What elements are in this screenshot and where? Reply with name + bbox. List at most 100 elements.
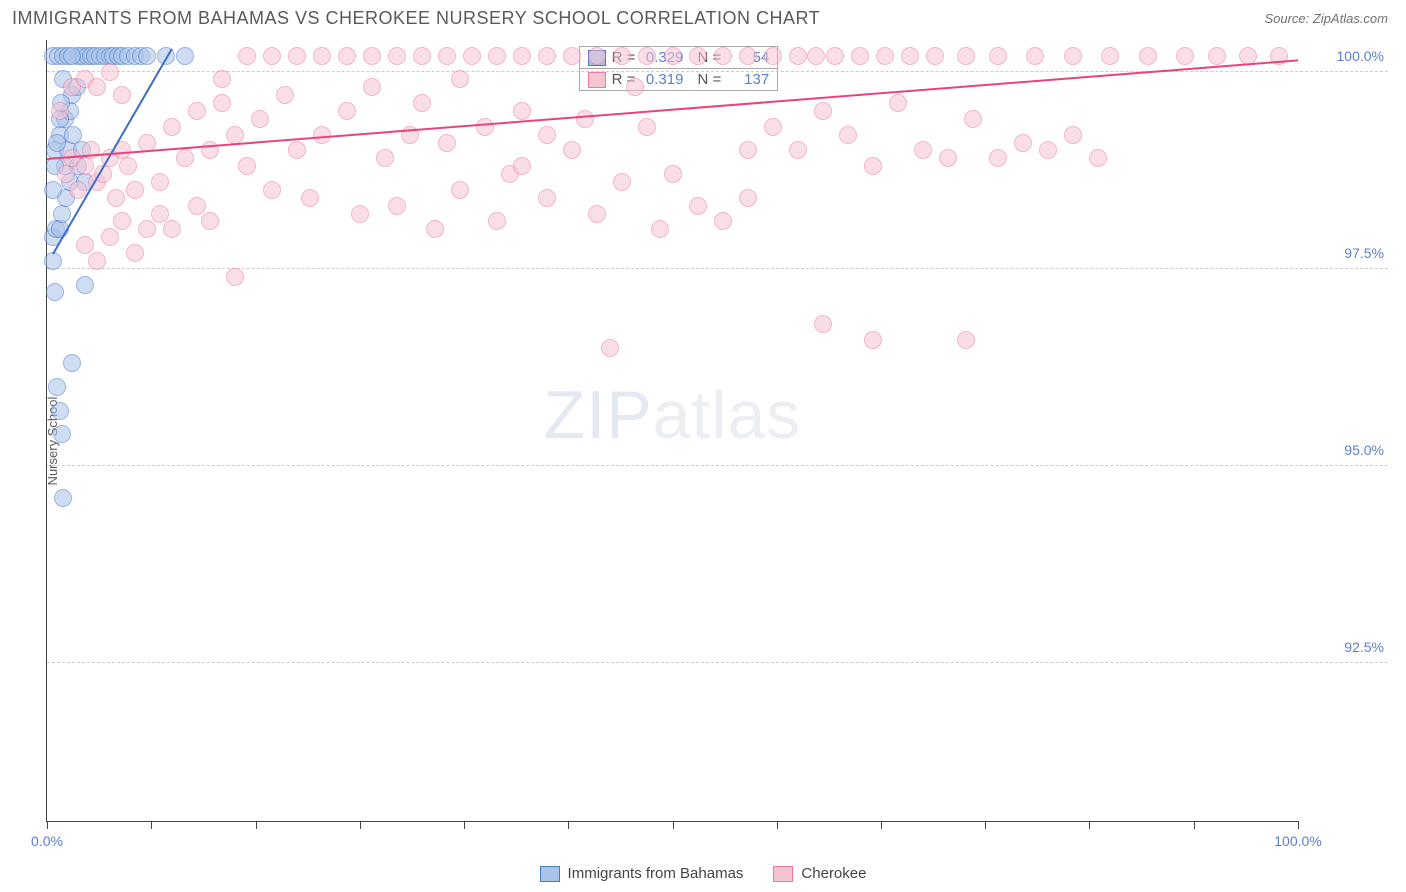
x-tick: [673, 821, 674, 829]
scatter-point: [426, 220, 444, 238]
scatter-point: [251, 110, 269, 128]
scatter-point: [201, 212, 219, 230]
x-tick: [360, 821, 361, 829]
scatter-point: [151, 173, 169, 191]
scatter-point: [126, 244, 144, 262]
scatter-point: [413, 47, 431, 65]
scatter-point: [613, 47, 631, 65]
scatter-point: [1208, 47, 1226, 65]
scatter-point: [989, 47, 1007, 65]
scatter-point: [957, 47, 975, 65]
scatter-point: [63, 354, 81, 372]
gridline-h: [47, 465, 1388, 466]
scatter-point: [1176, 47, 1194, 65]
y-tick-label: 97.5%: [1304, 245, 1384, 261]
scatter-point: [714, 47, 732, 65]
scatter-point: [601, 339, 619, 357]
legend-item: Immigrants from Bahamas: [540, 865, 744, 882]
scatter-point: [151, 205, 169, 223]
scatter-point: [51, 102, 69, 120]
scatter-point: [488, 47, 506, 65]
scatter-point: [351, 205, 369, 223]
scatter-point: [588, 205, 606, 223]
scatter-point: [44, 181, 62, 199]
scatter-point: [413, 94, 431, 112]
gridline-h: [47, 268, 1388, 269]
scatter-point: [689, 197, 707, 215]
scatter-point: [88, 252, 106, 270]
scatter-point: [313, 126, 331, 144]
x-tick: [881, 821, 882, 829]
scatter-point: [789, 47, 807, 65]
watermark-zip: ZIP: [544, 377, 653, 453]
watermark-atlas: atlas: [653, 377, 802, 453]
y-tick-label: 95.0%: [1304, 442, 1384, 458]
scatter-point: [288, 141, 306, 159]
scatter-point: [789, 141, 807, 159]
scatter-point: [107, 189, 125, 207]
scatter-point: [1139, 47, 1157, 65]
scatter-point: [876, 47, 894, 65]
scatter-point: [488, 212, 506, 230]
scatter-point: [338, 102, 356, 120]
n-value: 137: [727, 71, 769, 88]
scatter-point: [664, 47, 682, 65]
chart-header: IMMIGRANTS FROM BAHAMAS VS CHEROKEE NURS…: [0, 0, 1406, 33]
scatter-point: [826, 47, 844, 65]
scatter-point: [814, 315, 832, 333]
scatter-point: [53, 425, 71, 443]
legend-label: Immigrants from Bahamas: [568, 865, 744, 882]
scatter-point: [538, 189, 556, 207]
x-tick: [47, 821, 48, 829]
scatter-point: [964, 110, 982, 128]
scatter-point: [48, 134, 66, 152]
scatter-point: [739, 47, 757, 65]
scatter-point: [238, 47, 256, 65]
scatter-point: [901, 47, 919, 65]
legend-swatch: [773, 866, 793, 882]
scatter-point: [957, 331, 975, 349]
scatter-point: [46, 283, 64, 301]
scatter-point: [839, 126, 857, 144]
scatter-point: [363, 47, 381, 65]
scatter-point: [113, 212, 131, 230]
scatter-point: [313, 47, 331, 65]
x-tick: [568, 821, 569, 829]
scatter-point: [119, 157, 137, 175]
scatter-point: [213, 70, 231, 88]
scatter-point: [226, 126, 244, 144]
scatter-point: [814, 102, 832, 120]
scatter-point: [664, 165, 682, 183]
scatter-point: [438, 47, 456, 65]
scatter-point: [576, 110, 594, 128]
source-label: Source:: [1264, 11, 1312, 26]
scatter-point: [101, 63, 119, 81]
scatter-point: [76, 236, 94, 254]
gridline-h: [47, 662, 1388, 663]
scatter-point: [588, 47, 606, 65]
source-attribution: Source: ZipAtlas.com: [1264, 11, 1388, 26]
scatter-point: [1014, 134, 1032, 152]
scatter-point: [213, 94, 231, 112]
x-tick: [985, 821, 986, 829]
y-tick-label: 100.0%: [1304, 48, 1384, 64]
scatter-point: [388, 47, 406, 65]
x-tick-label: 0.0%: [31, 833, 63, 849]
scatter-point: [63, 47, 81, 65]
scatter-point: [88, 78, 106, 96]
scatter-point: [53, 205, 71, 223]
scatter-point: [513, 47, 531, 65]
scatter-point: [51, 402, 69, 420]
scatter-point: [226, 268, 244, 286]
scatter-point: [989, 149, 1007, 167]
legend-item: Cherokee: [773, 865, 866, 882]
scatter-point: [764, 47, 782, 65]
source-link[interactable]: ZipAtlas.com: [1313, 11, 1388, 26]
scatter-point: [188, 197, 206, 215]
scatter-point: [263, 47, 281, 65]
scatter-point: [563, 141, 581, 159]
watermark: ZIPatlas: [544, 376, 801, 454]
scatter-point: [889, 94, 907, 112]
scatter-point: [651, 220, 669, 238]
scatter-point: [914, 141, 932, 159]
